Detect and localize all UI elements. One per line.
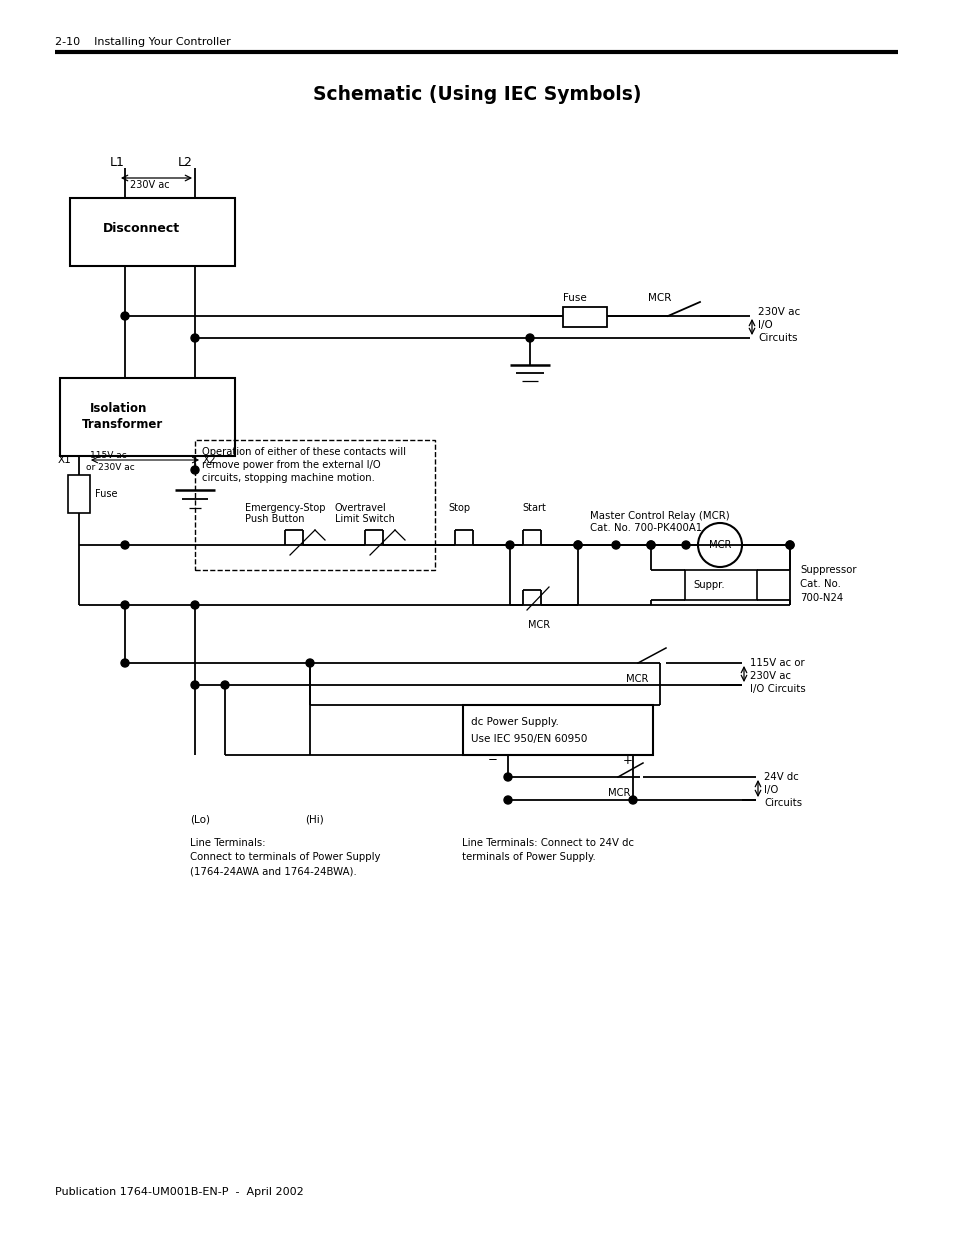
Circle shape — [785, 541, 793, 550]
Circle shape — [681, 541, 689, 550]
Circle shape — [525, 333, 534, 342]
Text: remove power from the external I/O: remove power from the external I/O — [202, 459, 380, 471]
Bar — [70, 198, 234, 266]
Text: MCR: MCR — [647, 293, 671, 303]
Circle shape — [628, 797, 637, 804]
Circle shape — [503, 773, 512, 781]
Circle shape — [306, 659, 314, 667]
Text: 115V ac or: 115V ac or — [749, 658, 803, 668]
Text: 230V ac: 230V ac — [130, 180, 170, 190]
Text: Emergency-Stop: Emergency-Stop — [245, 503, 325, 513]
Text: (Lo): (Lo) — [190, 815, 210, 825]
Text: L1: L1 — [110, 156, 125, 168]
Text: Stop: Stop — [448, 503, 470, 513]
Text: Line Terminals:: Line Terminals: — [190, 839, 265, 848]
Text: I/O: I/O — [763, 785, 778, 795]
Bar — [194, 440, 435, 571]
Text: Disconnect: Disconnect — [103, 221, 180, 235]
Circle shape — [503, 797, 512, 804]
Text: X2: X2 — [203, 454, 216, 466]
Text: L2: L2 — [178, 156, 193, 168]
Bar — [60, 378, 234, 456]
Circle shape — [646, 541, 655, 550]
Text: (Hi): (Hi) — [305, 815, 323, 825]
Text: Schematic (Using IEC Symbols): Schematic (Using IEC Symbols) — [313, 85, 640, 105]
Circle shape — [612, 541, 619, 550]
Text: terminals of Power Supply.: terminals of Power Supply. — [461, 852, 595, 862]
Text: Circuits: Circuits — [763, 798, 801, 808]
Circle shape — [574, 541, 581, 550]
Text: 2-10    Installing Your Controller: 2-10 Installing Your Controller — [55, 37, 231, 47]
Text: 230V ac: 230V ac — [758, 308, 800, 317]
Circle shape — [191, 601, 199, 609]
Text: X1: X1 — [58, 454, 71, 466]
Text: Limit Switch: Limit Switch — [335, 514, 395, 524]
Circle shape — [121, 601, 129, 609]
Text: Use IEC 950/EN 60950: Use IEC 950/EN 60950 — [471, 734, 587, 743]
Text: +: + — [622, 753, 632, 767]
Circle shape — [221, 680, 229, 689]
Text: I/O Circuits: I/O Circuits — [749, 684, 805, 694]
Text: MCR: MCR — [607, 788, 630, 798]
Text: Circuits: Circuits — [758, 333, 797, 343]
Circle shape — [646, 541, 655, 550]
Text: Publication 1764-UM001B-EN-P  -  April 2002: Publication 1764-UM001B-EN-P - April 200… — [55, 1187, 303, 1197]
Text: Isolation: Isolation — [90, 401, 147, 415]
Text: Fuse: Fuse — [95, 489, 117, 499]
Circle shape — [191, 333, 199, 342]
Text: or 230V ac: or 230V ac — [86, 462, 134, 472]
Text: Fuse: Fuse — [562, 293, 586, 303]
Text: 24V dc: 24V dc — [763, 772, 798, 782]
Text: circuits, stopping machine motion.: circuits, stopping machine motion. — [202, 473, 375, 483]
Text: Overtravel: Overtravel — [335, 503, 386, 513]
Text: Line Terminals: Connect to 24V dc: Line Terminals: Connect to 24V dc — [461, 839, 634, 848]
Bar — [462, 705, 652, 755]
Text: Transformer: Transformer — [82, 419, 163, 431]
Text: MCR: MCR — [625, 674, 648, 684]
Text: 230V ac: 230V ac — [749, 671, 790, 680]
Text: 115V ac: 115V ac — [90, 452, 127, 461]
Bar — [562, 308, 606, 327]
Circle shape — [191, 466, 199, 474]
Circle shape — [121, 659, 129, 667]
Text: dc Power Supply.: dc Power Supply. — [471, 718, 558, 727]
Text: Start: Start — [521, 503, 545, 513]
Bar — [68, 475, 90, 513]
Circle shape — [574, 541, 581, 550]
Text: MCR: MCR — [527, 620, 550, 630]
Text: Suppr.: Suppr. — [692, 580, 724, 590]
Circle shape — [191, 680, 199, 689]
Circle shape — [505, 541, 514, 550]
Text: Cat. No. 700-PK400A1: Cat. No. 700-PK400A1 — [589, 522, 701, 534]
Circle shape — [785, 541, 793, 550]
Circle shape — [121, 312, 129, 320]
Text: Connect to terminals of Power Supply: Connect to terminals of Power Supply — [190, 852, 380, 862]
Text: Operation of either of these contacts will: Operation of either of these contacts wi… — [202, 447, 406, 457]
Text: Suppressor: Suppressor — [800, 564, 856, 576]
Bar — [684, 571, 757, 600]
Circle shape — [121, 541, 129, 550]
Text: I/O: I/O — [758, 320, 772, 330]
Text: Cat. No.: Cat. No. — [800, 579, 840, 589]
Text: Push Button: Push Button — [245, 514, 304, 524]
Text: MCR: MCR — [708, 540, 730, 550]
Text: −: − — [488, 753, 497, 767]
Text: 700-N24: 700-N24 — [800, 593, 842, 603]
Text: Master Control Relay (MCR): Master Control Relay (MCR) — [589, 511, 729, 521]
Text: (1764-24AWA and 1764-24BWA).: (1764-24AWA and 1764-24BWA). — [190, 866, 356, 876]
